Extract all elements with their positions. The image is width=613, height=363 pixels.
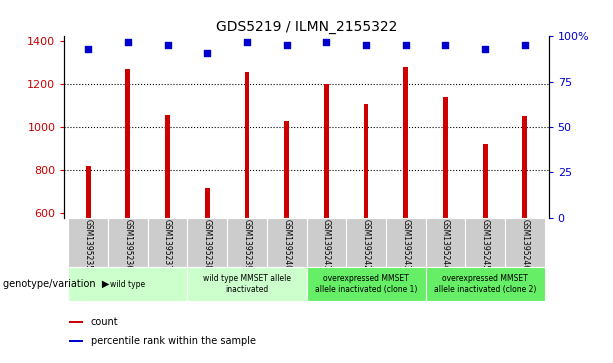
Point [282,42,292,48]
Text: wild type: wild type [110,280,145,289]
Bar [69,321,83,323]
Text: GSM1395243: GSM1395243 [402,219,410,270]
Text: count: count [91,317,119,327]
Point [321,39,331,45]
Bar [188,267,306,301]
Point [361,42,371,48]
Bar [425,267,545,301]
Bar [465,218,505,267]
Text: percentile rank within the sample: percentile rank within the sample [91,336,256,346]
Bar [108,218,148,267]
Text: overexpressed MMSET
allele inactivated (clone 2): overexpressed MMSET allele inactivated (… [434,274,536,294]
Bar [245,72,249,218]
Bar [425,218,465,267]
Point [83,46,93,52]
Bar [522,116,527,218]
Bar [126,69,130,218]
Text: GSM1395238: GSM1395238 [203,219,211,270]
Point [401,42,411,48]
Bar [86,166,91,218]
Point [520,42,530,48]
Bar [306,218,346,267]
Point [123,39,133,45]
Point [162,42,172,48]
Point [242,39,252,45]
Bar [324,84,329,218]
Bar [267,218,306,267]
Point [480,46,490,52]
Text: GSM1395241: GSM1395241 [322,219,331,270]
Bar [403,66,408,218]
Bar [386,218,425,267]
Text: GSM1395244: GSM1395244 [441,219,450,270]
Bar [188,218,227,267]
Text: GSM1395235: GSM1395235 [84,219,93,270]
Title: GDS5219 / ILMN_2155322: GDS5219 / ILMN_2155322 [216,20,397,34]
Bar [148,218,188,267]
Text: GSM1395246: GSM1395246 [520,219,529,270]
Bar [483,144,487,218]
Bar [68,218,108,267]
Bar [306,267,425,301]
Bar [346,218,386,267]
Point [441,42,451,48]
Text: GSM1395239: GSM1395239 [243,219,251,270]
Text: GSM1395236: GSM1395236 [123,219,132,270]
Bar [284,121,289,218]
Text: GSM1395237: GSM1395237 [163,219,172,270]
Text: GSM1395240: GSM1395240 [282,219,291,270]
Text: genotype/variation  ▶: genotype/variation ▶ [3,279,110,289]
Point [202,50,212,56]
Bar [364,105,368,218]
Bar [227,218,267,267]
Bar [443,97,448,218]
Bar [205,188,210,218]
Bar [505,218,545,267]
Text: GSM1395242: GSM1395242 [362,219,370,270]
Bar [69,340,83,342]
Bar [165,115,170,218]
Text: wild type MMSET allele
inactivated: wild type MMSET allele inactivated [203,274,291,294]
Bar [68,267,188,301]
Text: overexpressed MMSET
allele inactivated (clone 1): overexpressed MMSET allele inactivated (… [315,274,417,294]
Text: GSM1395245: GSM1395245 [481,219,490,270]
